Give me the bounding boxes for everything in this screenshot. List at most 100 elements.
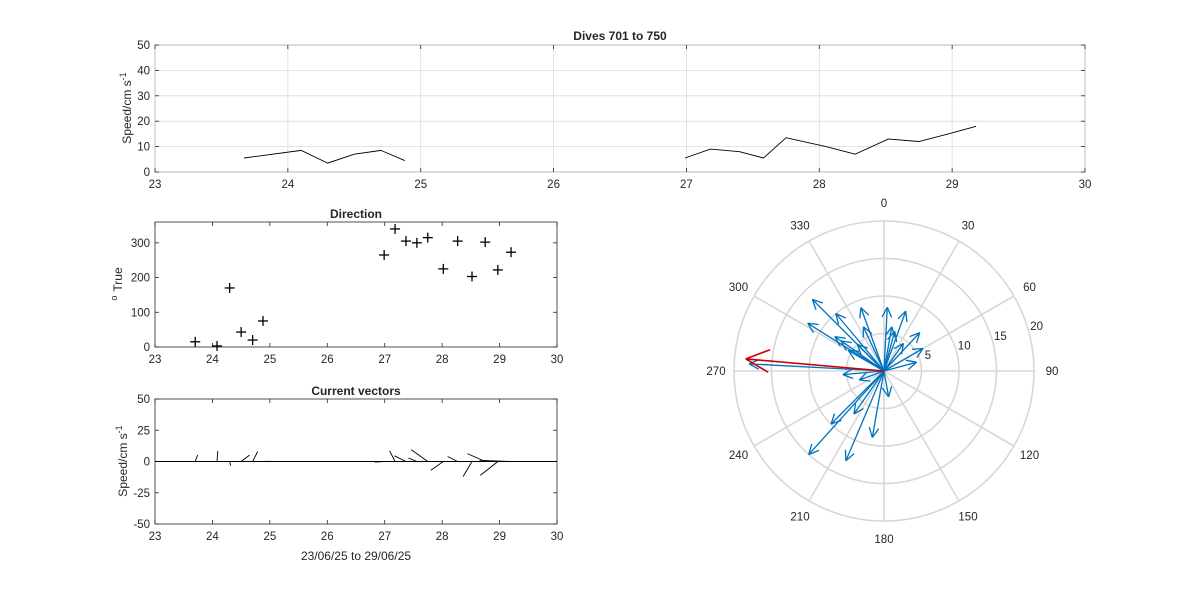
compass-arrow-shaft [842,370,885,376]
compass-arrow-head [834,335,846,339]
compass-arrow-head [905,359,917,363]
compass-arrow-head [748,363,760,370]
compass-radius-label: 5 [925,350,931,362]
vectors-x-tick-label: 29 [493,531,506,543]
direction-point [390,223,401,234]
compass-arrows [745,298,924,462]
direction-point [506,247,517,258]
compass-angle-label: 30 [962,221,975,233]
compass-arrow-head [808,443,813,455]
compass-angle-label: 210 [790,512,809,524]
vectors-x-tick-label: 28 [436,531,449,543]
vector-stick [479,459,512,462]
compass-spoke [753,370,885,447]
direction-point [492,264,503,275]
compass-arrow-shaft [862,326,885,372]
vectors-sticks [155,449,557,477]
compass-angle-label: 60 [1023,282,1036,294]
compass-arrow-shaft [883,370,890,398]
direction-point [236,327,247,338]
vectors-x-tick-label: 30 [551,531,564,543]
compass-angle-label: 150 [958,512,977,524]
compass-angle-label: 300 [729,282,748,294]
direction-y-tick-label: 300 [131,238,150,250]
compass-angle-label: 180 [874,534,893,546]
direction-axes-box [154,221,558,348]
vector-stick [408,457,418,462]
vectors-y-tick-label: 0 [144,457,150,469]
compass-arrow-head [911,347,924,350]
speed-grid [154,44,1086,173]
compass-arrow-head [808,449,820,456]
compass-arrow-head [835,313,840,325]
compass-arrow [853,370,885,415]
direction-y-tick-label: 200 [131,273,150,285]
direction-point [212,340,223,351]
compass-angle-label: 90 [1046,366,1059,378]
compass-arrow [883,310,908,372]
speed-y-tick-label: 30 [137,91,150,103]
compass-mean-arrow-shaft [745,358,885,372]
compass-arrow-head [909,331,921,338]
compass-arrow-head [916,348,924,358]
direction-x-tick-label: 24 [206,354,219,366]
vector-stick [447,456,458,462]
direction-chart-title: Direction [330,207,382,221]
speed-x-tick-label: 30 [1079,179,1092,191]
compass-arrow-head [858,371,868,381]
compass-spoke [883,370,960,502]
compass-arrow [808,370,885,456]
vector-stick [229,461,232,466]
compass-arrow-head [894,331,898,343]
compass-arrow-head [886,307,893,318]
vectors-y-tick-label: 50 [137,394,150,406]
compass-arrow-shaft [883,307,888,372]
direction-point [190,336,201,347]
speed-panel: 23 24 25 26 27 28 29 30 0 10 20 30 40 50 Dives 701 to… [118,29,1091,191]
vectors-y-tick-label: -50 [133,519,150,531]
vectors-y-tick-label: -25 [133,488,150,500]
compass-arrow-head [853,408,864,415]
speed-chart-title: Dives 701 to 750 [573,29,667,43]
direction-point [467,271,478,282]
direction-x-tick-label: 26 [321,354,334,366]
compass-arrow-shaft [883,326,893,372]
vector-stick [252,451,259,462]
compass-spoke [808,370,885,502]
speed-y-axis-label-sup: -1 [118,72,128,80]
compass-arrow-shaft [859,370,885,381]
direction-point [411,237,422,248]
compass-arrow-head [835,312,847,319]
compass-angle-label: 270 [706,366,725,378]
vectors-x-tick-label: 24 [206,531,219,543]
compass-arrow-head [856,344,862,356]
compass-arrow-shaft [853,370,885,415]
compass-arrow-head [868,426,873,438]
compass-arrow-head [871,428,880,438]
compass-arrow-head [887,386,893,398]
vector-stick [480,461,499,476]
vector-stick [389,450,396,462]
compass-arrow-head [893,342,904,350]
speed-y-tick-label: 40 [137,65,150,77]
vectors-panel: 23 24 25 26 27 28 29 30 -50 -25 0 25 50 Current vect… [114,384,563,563]
compass-arrow [883,342,905,372]
direction-point [422,232,433,243]
compass-arrow-head [840,340,853,344]
compass-arrow-shaft [883,343,904,372]
vector-stick [216,450,219,462]
compass-arrow-head [859,379,871,382]
speed-x-tick-label: 27 [680,179,693,191]
compass-arrow-shaft [845,370,885,461]
compass-mean-arrow-head [745,348,771,360]
vector-stick [410,449,429,462]
compass-arrow-head [844,449,847,461]
direction-point [452,236,463,247]
vectors-y-axis-label-text: Speed/cm s [116,433,130,496]
speed-y-tick-label: 10 [137,142,150,154]
direction-point [247,335,258,346]
speed-series-line [684,125,977,159]
vectors-x-axis-label: 23/06/25 to 29/06/25 [301,549,411,563]
vector-stick [374,461,385,463]
